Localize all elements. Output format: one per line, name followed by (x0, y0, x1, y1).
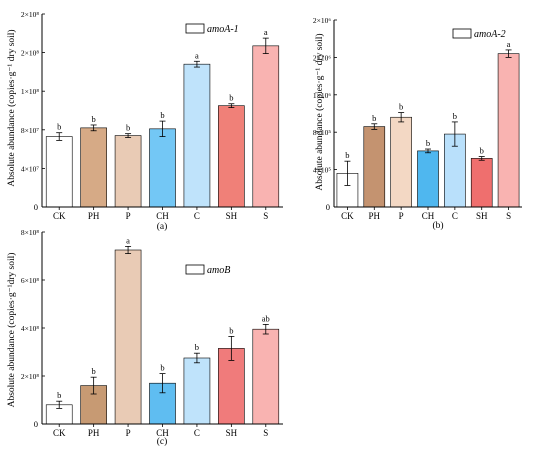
panel-b-label: (b) (432, 220, 443, 231)
panel-a-letter-p: b (126, 123, 130, 133)
panel-a-ytick-label: 0 (34, 202, 38, 212)
panel-b-ytick-label: 4×10⁵ (313, 166, 331, 175)
panel-c-letter-ck: b (57, 390, 61, 400)
panel-c-legend: amoB (185, 264, 230, 276)
panel-b-ytick-label: 2×10⁶ (313, 53, 331, 62)
panel-b-letter-sh: b (480, 146, 484, 156)
panel-a-xtick-label-ck: CK (53, 211, 66, 221)
panel-a-bar-ph (80, 127, 107, 208)
panel-b-bar-p (390, 116, 412, 208)
panel-a-legend-label: amoA-1 (207, 24, 239, 35)
panel-a-ytick-label: 2×10⁸ (21, 49, 39, 58)
panel-c-xtick-label-ph: PH (88, 428, 100, 438)
panel-b: Absolute abundance (copies·g⁻¹ dry soil)… (313, 16, 522, 231)
panel-a-bar-ch (149, 128, 176, 208)
panel-b-bar-ph (363, 126, 386, 208)
panel-a-letter-ch: b (160, 110, 164, 120)
panel-c-letter-sh: b (229, 325, 233, 335)
panel-a-letter-s: a (264, 27, 268, 37)
panel-c-letter-ph: b (92, 366, 96, 376)
panel-c: Absolute abundance (copies·g⁻¹dry soil) … (6, 228, 283, 447)
panel-c-xtick-label-p: P (126, 428, 131, 438)
panel-a-letter-sh: b (229, 93, 233, 103)
panel-b-xtick-label-ch: CH (422, 211, 435, 221)
panel-c-ytick-label: 6×10⁸ (21, 276, 39, 285)
panel-b-ytick-label: 1×10⁶ (313, 91, 331, 100)
panel-b-xtick-label-s: S (506, 211, 511, 221)
panel-b-xtick-label-ck: CK (341, 211, 354, 221)
panel-b-letter-p: b (399, 102, 403, 112)
panel-c-ytick-label: 2×10⁸ (21, 372, 39, 381)
panel-a-xtick-label-sh: SH (226, 211, 238, 221)
panel-c-label: (c) (157, 436, 168, 447)
panel-c-letter-ch: b (160, 363, 164, 373)
panel-c-bar-c (183, 357, 211, 425)
panel-b-ytick-label: 2×10⁶ (313, 16, 331, 25)
panel-c-letter-c: b (195, 342, 199, 352)
panel-c-ylabel: Absolute abundance (copies·g⁻¹dry soil) (6, 253, 17, 408)
panel-b-legend-label: amoA-2 (474, 29, 506, 40)
panel-b-bar-sh (470, 158, 493, 208)
panel-a-ytick-label: 8×10⁷ (21, 126, 39, 135)
panel-b-ylabel: Absolute abundance (copies·g⁻¹ dry soil) (314, 33, 325, 190)
panel-b-ytick-label: 0 (326, 202, 330, 212)
panel-c-letter-s: ab (262, 313, 270, 323)
panel-c-legend-swatch (185, 264, 205, 275)
panel-a-xtick-label-ph: PH (88, 211, 100, 221)
panel-c-legend-label: amoB (207, 265, 230, 276)
panel-b-letter-ph: b (372, 113, 376, 123)
panel-a-bar-p (114, 135, 142, 208)
panel-c-letter-p: a (126, 235, 130, 245)
panel-b-letter-c: b (453, 111, 457, 121)
panel-a-bar-c (183, 63, 211, 208)
panel-b-bar-s (497, 53, 520, 208)
panel-b-xtick-label-p: P (399, 211, 404, 221)
panel-a-ytick-label: 4×10⁷ (21, 164, 39, 173)
panel-b-legend: amoA-2 (452, 28, 506, 40)
panel-c-bar-s (252, 328, 280, 425)
panel-a-letter-ck: b (57, 122, 61, 132)
panel-a-ylabel: Absolute abundance (copies·g⁻¹ dry soil) (6, 29, 17, 186)
panel-b-bar-ch (417, 150, 439, 208)
panel-a-xtick-label-c: C (194, 211, 200, 221)
panel-a-bar-sh (218, 105, 245, 208)
panel-a-bar-ck (45, 136, 73, 208)
panel-b-letter-ch: b (426, 138, 430, 148)
panel-b-xtick-label-sh: SH (476, 211, 488, 221)
panel-c-bar-sh (218, 348, 245, 425)
panel-b-legend-swatch (452, 28, 472, 39)
panel-c-xtick-label-c: C (194, 428, 200, 438)
panel-a-xtick-label-p: P (126, 211, 131, 221)
panel-b-letter-s: a (507, 39, 511, 49)
panel-b-ytick-label: 8×10⁵ (313, 128, 331, 137)
panel-b-xtick-label-ph: PH (369, 211, 381, 221)
panel-a-legend: amoA-1 (185, 23, 239, 35)
panel-c-ytick-label: 4×10⁸ (21, 324, 39, 333)
panel-a-xtick-label-ch: CH (156, 211, 169, 221)
panel-b-letter-ck: b (345, 150, 349, 160)
panel-a-label: (a) (157, 221, 168, 232)
panel-a-ytick-label: 1×10⁸ (21, 87, 39, 96)
panel-c-xtick-label-ch: CH (156, 428, 169, 438)
panel-c-ytick-label: 8×10⁸ (21, 228, 39, 237)
panel-a: Absolute abundance (copies·g⁻¹ dry soil)… (6, 10, 283, 232)
panel-a-letter-ph: b (92, 114, 96, 124)
panel-c-bar-p (114, 249, 142, 425)
panel-a-bar-s (252, 45, 280, 208)
panel-c-xtick-label-s: S (263, 428, 268, 438)
panel-a-letter-c: a (195, 50, 199, 60)
panel-a-legend-swatch (185, 23, 205, 34)
panel-c-xtick-label-ck: CK (53, 428, 66, 438)
panel-b-xtick-label-c: C (452, 211, 458, 221)
panel-c-xtick-label-sh: SH (226, 428, 238, 438)
panel-c-ytick-label: 0 (34, 419, 38, 429)
panel-a-ytick-label: 2×10⁸ (21, 10, 39, 19)
panel-a-xtick-label-s: S (263, 211, 268, 221)
